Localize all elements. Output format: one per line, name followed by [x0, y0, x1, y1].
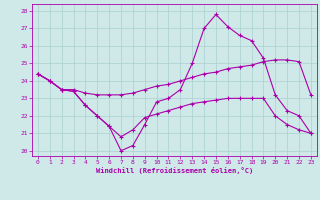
X-axis label: Windchill (Refroidissement éolien,°C): Windchill (Refroidissement éolien,°C) — [96, 167, 253, 174]
